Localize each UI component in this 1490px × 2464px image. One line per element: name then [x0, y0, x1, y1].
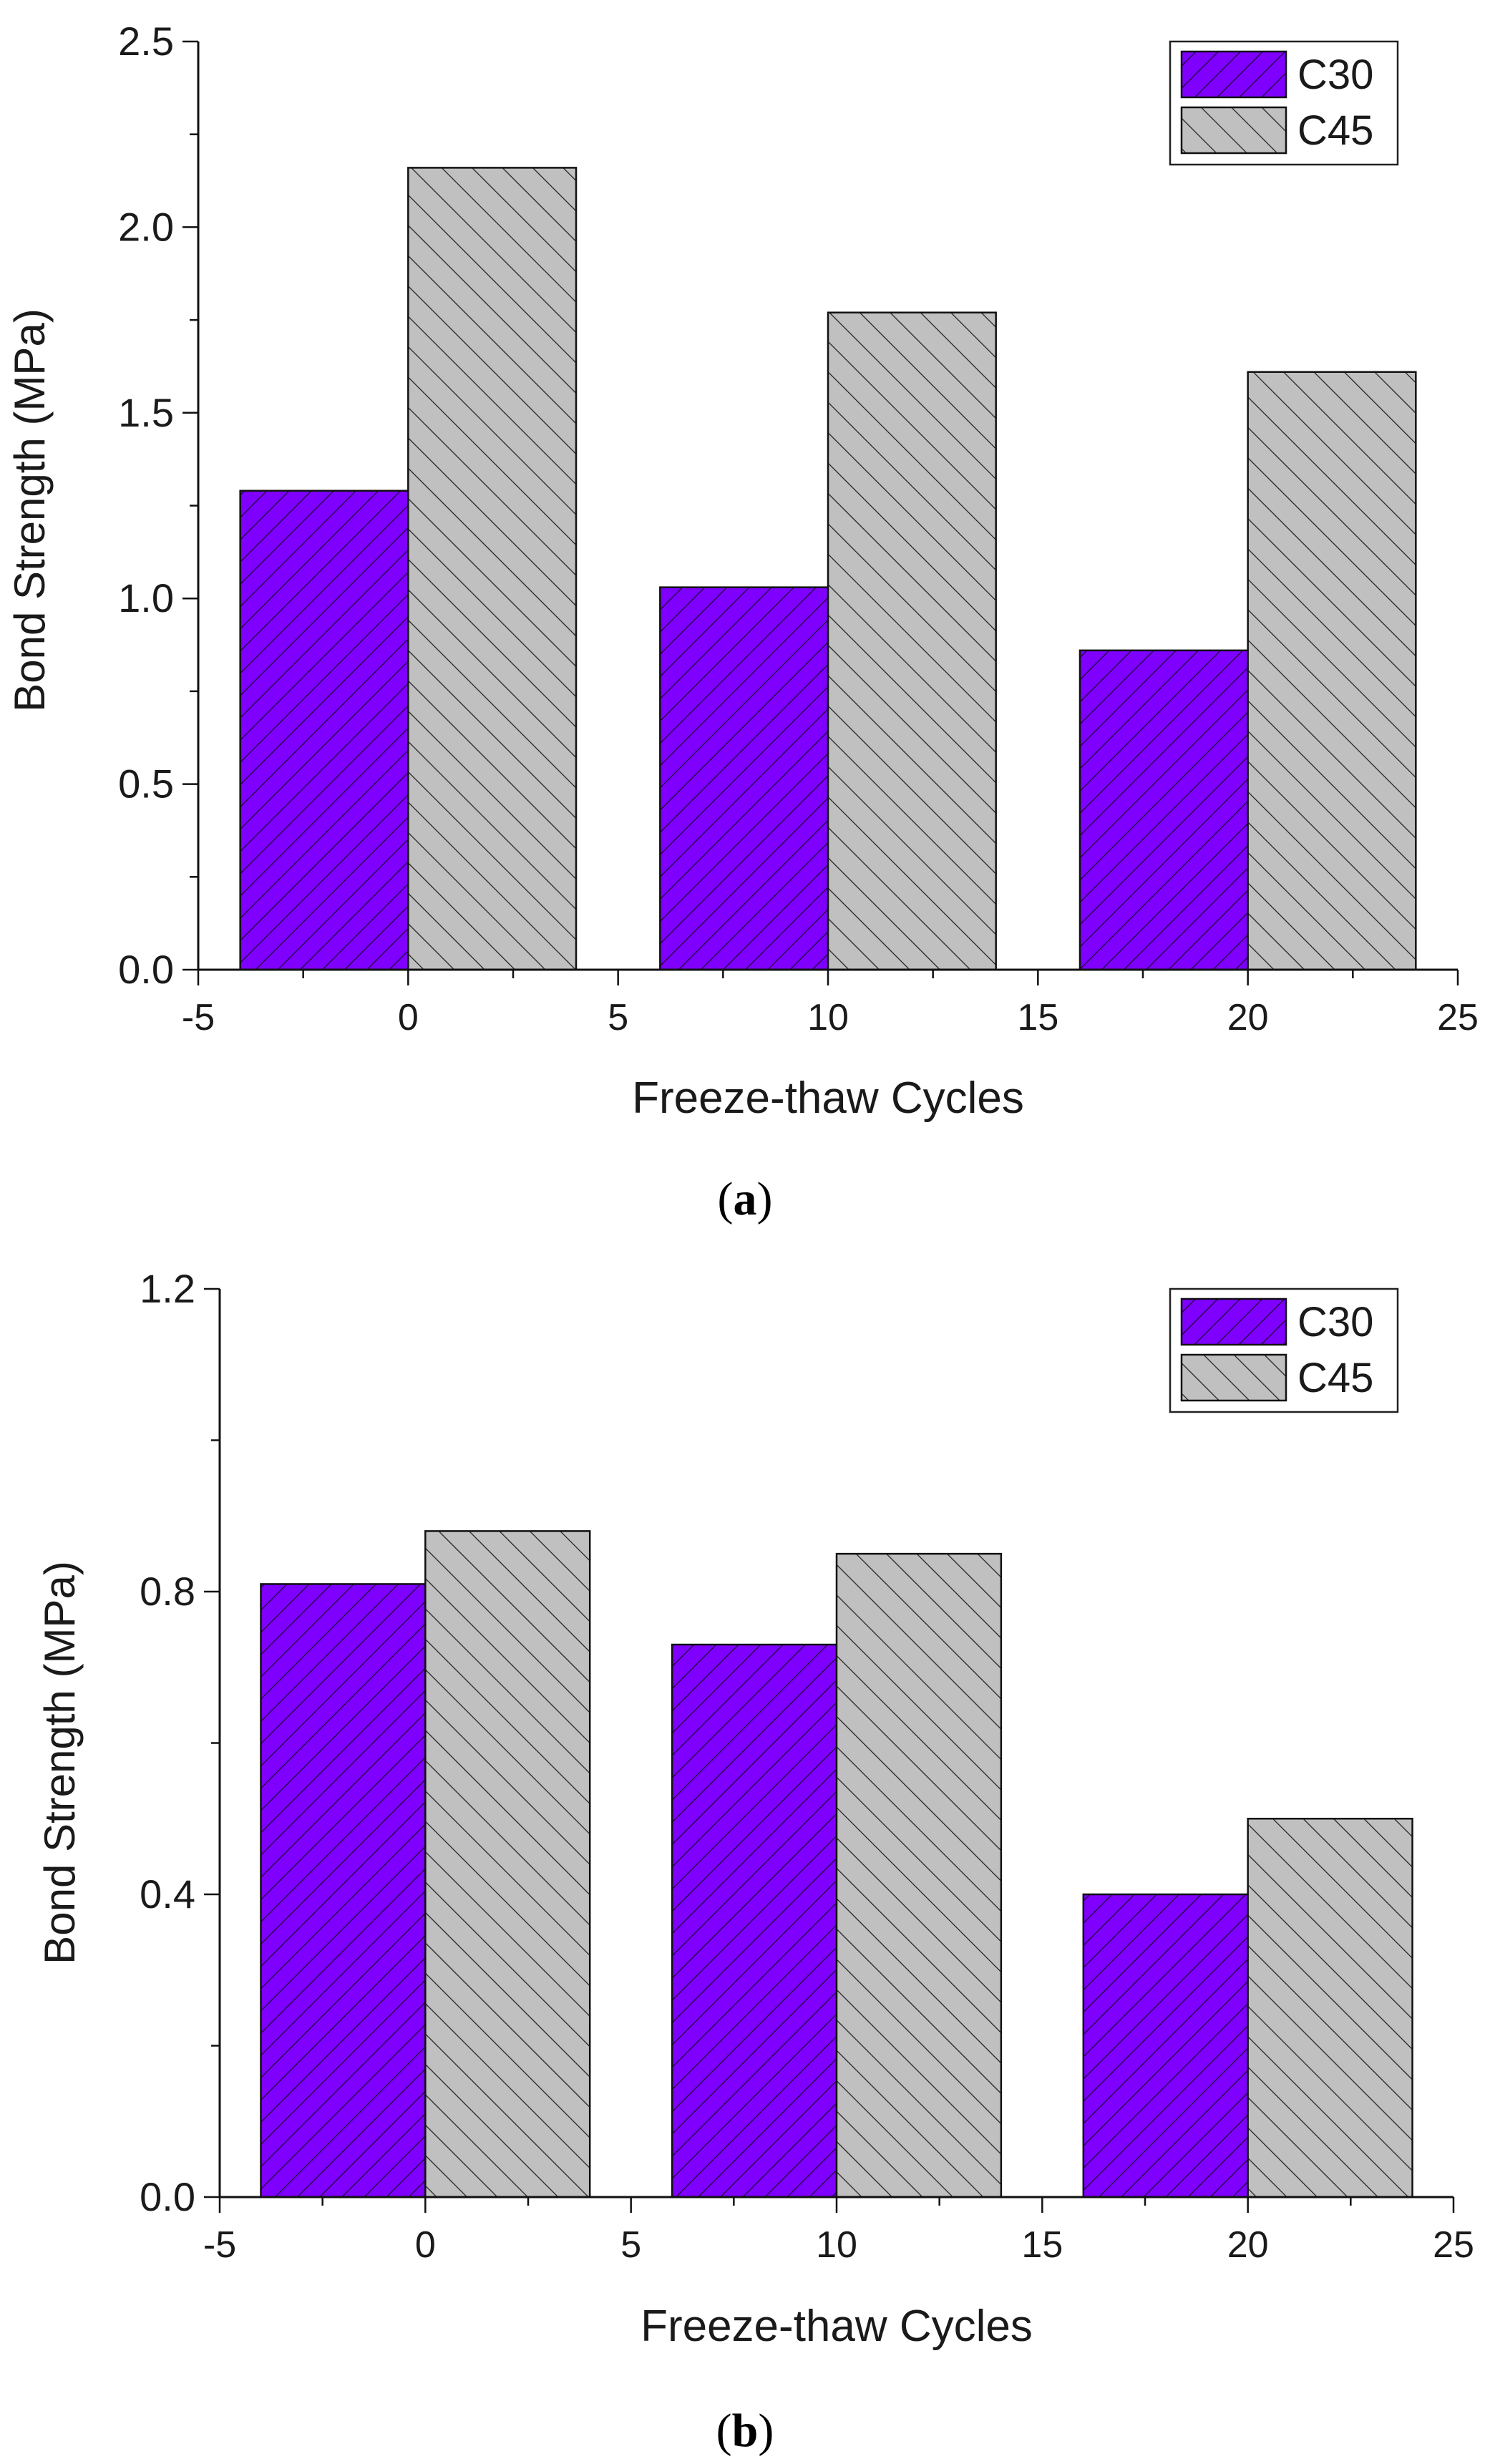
y-tick-label: 2.5	[118, 19, 174, 64]
x-tick-label: 0	[415, 2224, 436, 2266]
x-tick-label: 10	[807, 997, 849, 1038]
caption-close-paren: )	[758, 2405, 774, 2457]
bar-c45-10	[835, 1552, 1003, 2198]
caption-open-paren: (	[716, 2405, 732, 2457]
legend-swatch-c30	[1180, 1297, 1287, 1346]
bar-c45-0	[407, 167, 578, 971]
y-tick-label: 0.8	[140, 1569, 195, 1614]
x-tick-label: 20	[1227, 2224, 1269, 2266]
x-tick-label: 25	[1433, 2224, 1474, 2266]
caption-label: b	[732, 2405, 759, 2457]
bar-c45-20	[1247, 371, 1417, 971]
caption-close-paren: )	[757, 1173, 773, 1225]
legend-label-c45: C45	[1297, 1355, 1373, 1401]
x-tick-label: 20	[1227, 997, 1269, 1038]
y-tick-label: 0.5	[118, 761, 174, 807]
x-tick-label: 10	[816, 2224, 857, 2266]
bar-c30-0	[260, 1583, 427, 2198]
bar-c45-10	[827, 311, 997, 971]
x-tick-label: 25	[1437, 997, 1479, 1038]
legend-swatch-c45	[1180, 1353, 1287, 1402]
caption-label: a	[734, 1173, 757, 1225]
x-tick-label: 15	[1017, 997, 1058, 1038]
y-tick-label: 0.0	[118, 947, 174, 992]
legend-swatch-c45	[1180, 106, 1287, 155]
panel-caption: (a)	[718, 1173, 773, 1225]
x-tick-label: 5	[608, 997, 628, 1038]
legend-swatch-c30	[1180, 50, 1287, 99]
panel-caption: (b)	[716, 2405, 774, 2457]
y-tick-label: 1.2	[140, 1266, 195, 1311]
y-tick-label: 2.0	[118, 204, 174, 249]
y-axis-label: Bond Strength (MPa)	[36, 1561, 84, 1964]
x-tick-label: -5	[203, 2224, 236, 2266]
y-tick-label: 0.4	[140, 1871, 195, 1917]
y-axis-label: Bond Strength (MPa)	[6, 308, 54, 712]
bar-c45-20	[1247, 1818, 1413, 2198]
x-tick-label: 0	[398, 997, 419, 1038]
bar-c30-10	[659, 586, 829, 971]
legend-label-c45: C45	[1297, 107, 1373, 154]
x-axis-label: Freeze-thaw Cycles	[632, 1073, 1024, 1123]
bar-c45-0	[424, 1530, 591, 2198]
legend-label-c30: C30	[1297, 52, 1373, 98]
y-tick-label: 1.0	[118, 575, 174, 620]
caption-open-paren: (	[718, 1173, 734, 1225]
y-tick-label: 0.0	[140, 2174, 195, 2219]
bar-c30-10	[671, 1643, 838, 2198]
x-tick-label: -5	[182, 997, 215, 1038]
x-axis-label: Freeze-thaw Cycles	[641, 2302, 1033, 2351]
x-tick-label: 15	[1021, 2224, 1063, 2266]
bar-c30-0	[239, 490, 409, 971]
y-tick-label: 1.5	[118, 390, 174, 435]
bar-c30-20	[1078, 649, 1249, 971]
x-tick-label: 5	[620, 2224, 641, 2266]
legend-label-c30: C30	[1297, 1299, 1373, 1345]
bar-c30-20	[1082, 1893, 1249, 2198]
